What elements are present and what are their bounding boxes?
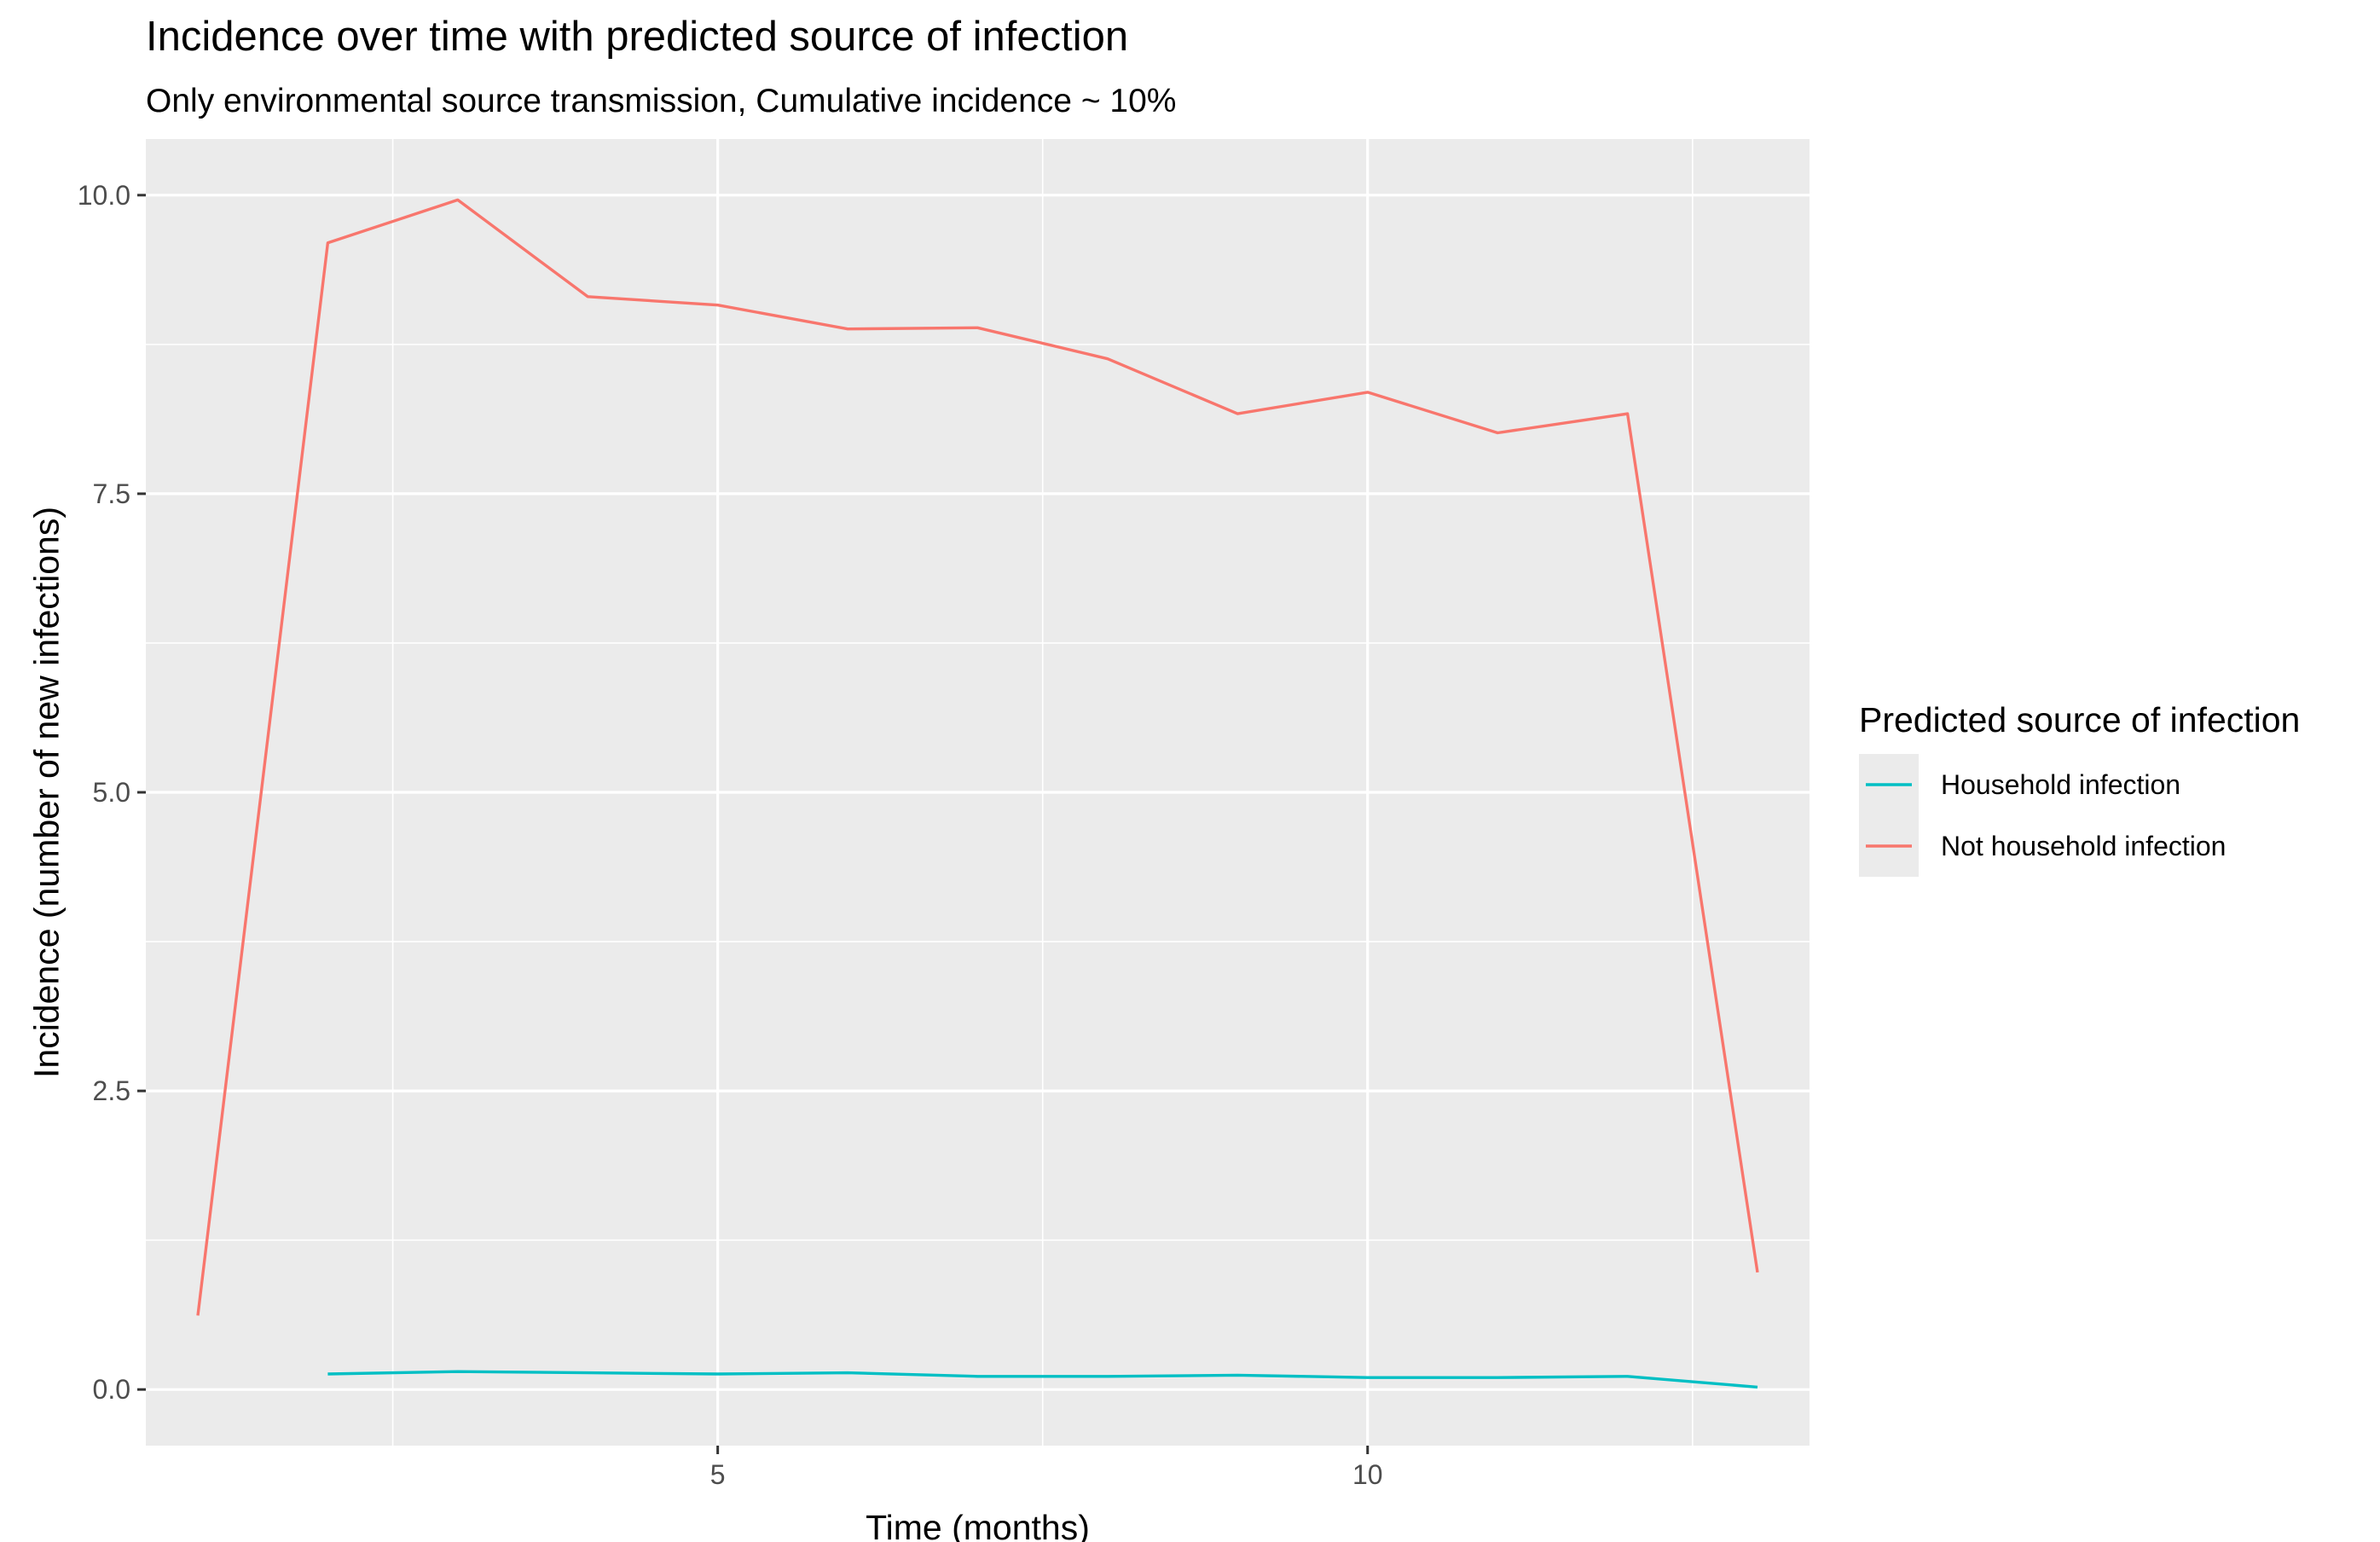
- legend-item: Household infection: [1866, 769, 2180, 800]
- y-axis: 0.0 2.5 5.0 7.5 10.0: [78, 180, 146, 1405]
- legend-title: Predicted source of infection: [1859, 700, 2300, 739]
- series-line-household-infection: [327, 1370, 1758, 1389]
- y-tick-label: 5.0: [93, 777, 130, 808]
- y-tick-label: 10.0: [78, 180, 130, 211]
- chart-subtitle: Only environmental source transmission, …: [146, 83, 1177, 119]
- y-tick-label: 2.5: [93, 1075, 130, 1106]
- x-tick-label: 5: [710, 1459, 726, 1490]
- y-axis-title: Incidence (number of new infections): [26, 507, 66, 1078]
- y-tick-label: 0.0: [93, 1374, 130, 1405]
- x-axis: 5 10: [710, 1446, 1383, 1490]
- legend-label: Household infection: [1941, 769, 2180, 800]
- y-tick-label: 7.5: [93, 478, 130, 509]
- legend: Predicted source of infection Household …: [1859, 700, 2300, 877]
- chart-title: Incidence over time with predicted sourc…: [146, 14, 1128, 60]
- legend-label: Not household infection: [1941, 831, 2226, 861]
- series-layer: [196, 198, 1759, 1389]
- legend-item: Not household infection: [1866, 831, 2226, 861]
- x-tick-label: 10: [1352, 1459, 1383, 1490]
- legend-key-background: [1859, 754, 1919, 877]
- major-gridlines: [146, 139, 1810, 1446]
- plot-area: [146, 139, 1810, 1446]
- legend-items: Household infection Not household infecti…: [1866, 769, 2226, 861]
- x-axis-title: Time (months): [866, 1508, 1090, 1542]
- series-line-not-household-infection: [196, 198, 1759, 1316]
